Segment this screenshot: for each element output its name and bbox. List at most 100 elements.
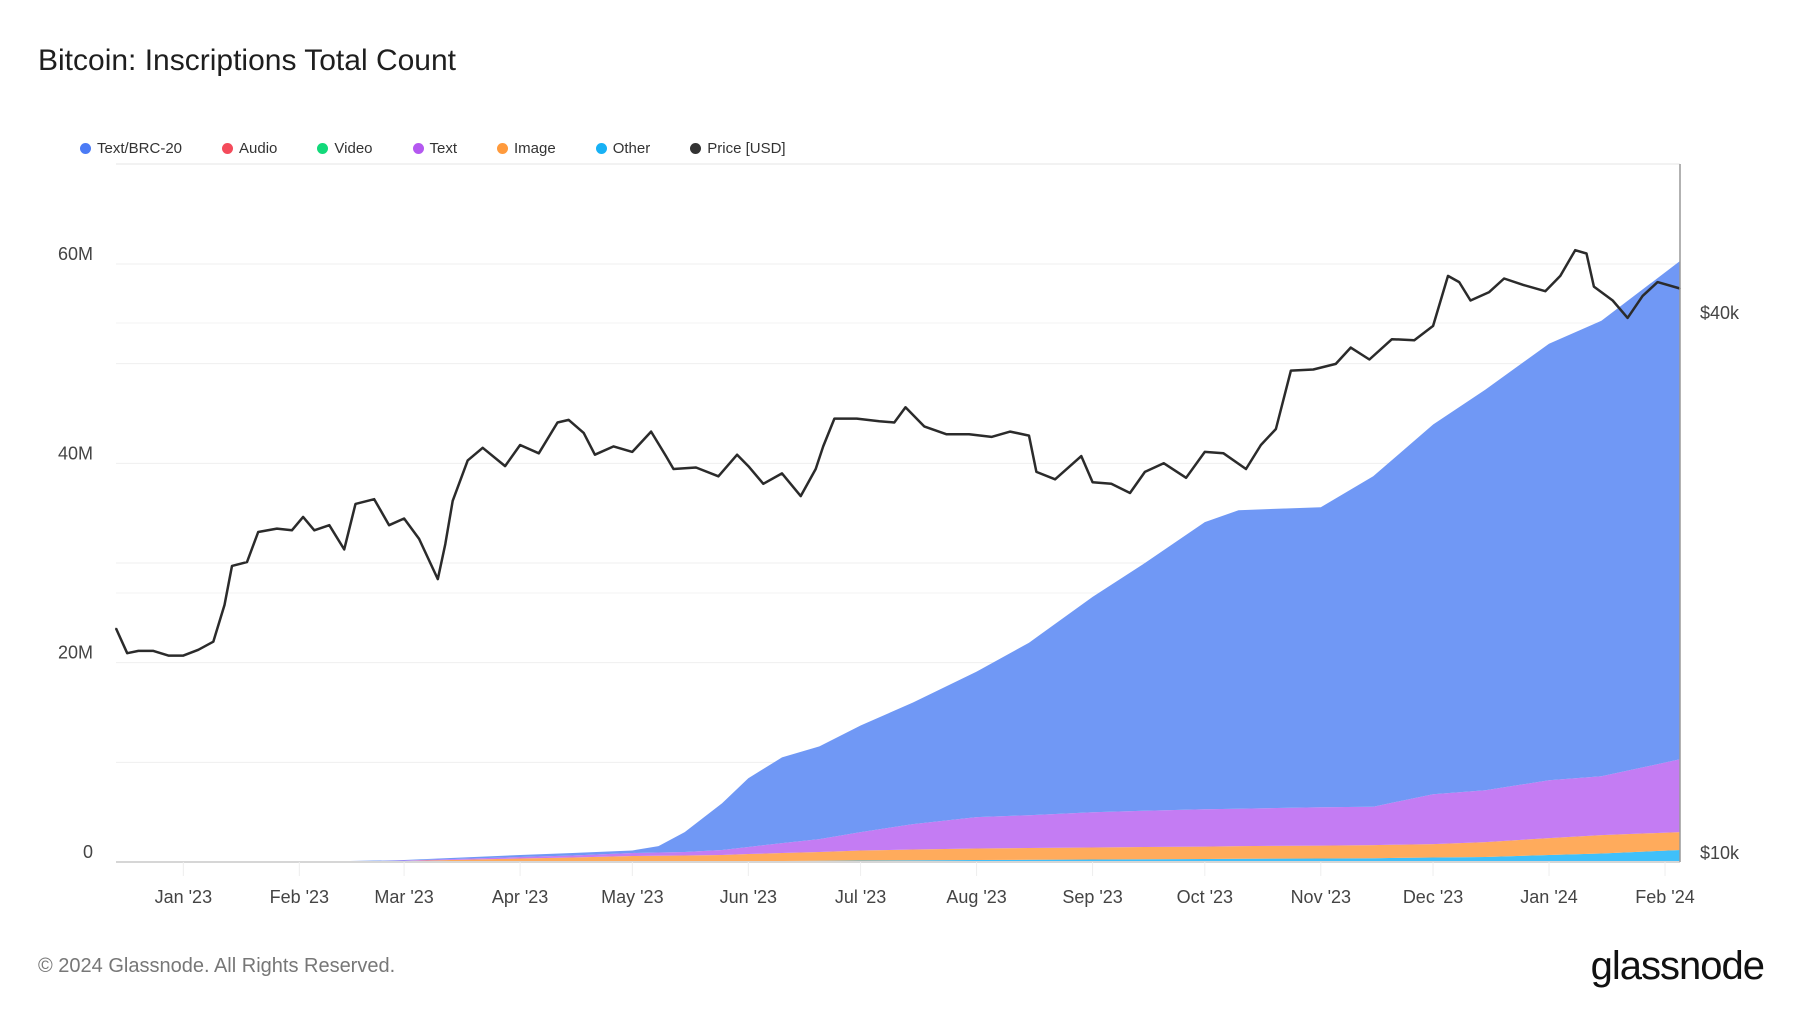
y-right-tick-label: $40k <box>1700 303 1740 323</box>
price-point <box>736 453 738 456</box>
legend-dot-icon <box>690 143 702 154</box>
x-tick-label: Jul '23 <box>835 887 886 907</box>
legend-label: Text <box>429 140 458 157</box>
price-point <box>197 648 200 651</box>
legend-dot-icon <box>222 143 234 154</box>
price-point <box>152 650 155 652</box>
price-point <box>1185 477 1187 479</box>
price-point <box>126 652 129 655</box>
chart-title: Bitcoin: Inscriptions Total Count <box>38 44 456 77</box>
price-point <box>182 654 185 657</box>
legend-dot-icon <box>412 143 424 154</box>
price-point <box>717 475 720 478</box>
price-point <box>313 529 316 532</box>
price-point <box>1593 285 1595 288</box>
price-point <box>1611 299 1614 302</box>
legend: Text/BRC-20 Audio Video Text Image Other… <box>80 140 826 157</box>
legend-item-price[interactable]: Price [USD] <box>690 140 786 157</box>
legend-label: Image <box>514 140 556 157</box>
price-point <box>695 466 697 469</box>
price-point <box>451 499 454 502</box>
price-point <box>822 445 824 448</box>
price-point <box>1503 277 1505 280</box>
legend-item-audio[interactable]: Audio <box>222 140 277 157</box>
price-point <box>878 420 881 422</box>
chart-plot: Jan '23 Feb '23 Mar '23 Apr '23 May '23 Jun '… <box>58 163 1740 907</box>
x-tick-label: Jun '23 <box>720 887 777 907</box>
legend-dot-icon <box>595 143 607 154</box>
legend-item-image[interactable]: Image <box>497 140 556 157</box>
copyright: © 2024 Glassnode. All Rights Reserved. <box>38 955 396 977</box>
price-point <box>246 561 248 563</box>
price-point <box>1585 252 1588 255</box>
price-point <box>276 527 278 530</box>
price-point <box>1559 275 1562 277</box>
price-point <box>1391 338 1393 340</box>
price-point <box>1275 428 1277 430</box>
price-point <box>556 421 559 424</box>
legend-item-text-brc20[interactable]: Text/BRC-20 <box>80 140 182 157</box>
legend-item-text[interactable]: Text <box>412 140 458 157</box>
price-point <box>1129 492 1131 494</box>
price-point <box>990 436 993 438</box>
x-tick-label: Jan '23 <box>155 887 212 907</box>
price-point <box>1312 368 1315 371</box>
x-tick-label: May '23 <box>601 887 663 907</box>
price-point <box>1574 249 1577 251</box>
price-point <box>631 451 634 453</box>
price-point <box>504 465 506 467</box>
price-point <box>1488 291 1490 293</box>
y-left-tick-label: 20M <box>58 643 93 663</box>
legend-dot-icon <box>497 143 509 154</box>
price-point <box>904 406 907 409</box>
price-point <box>1204 451 1206 453</box>
price-point <box>1469 299 1472 302</box>
axes: Jan '23 Feb '23 Mar '23 Apr '23 May '23 Jun '… <box>58 164 1740 907</box>
price-point <box>923 425 925 428</box>
legend-item-video[interactable]: Video <box>317 140 373 157</box>
price-line <box>114 248 1681 657</box>
price-point <box>968 433 970 436</box>
price-point <box>1458 281 1461 283</box>
price-point <box>1413 339 1416 342</box>
price-point <box>466 459 469 462</box>
x-tick-label: Dec '23 <box>1403 887 1463 907</box>
price-point <box>444 543 447 545</box>
price-point <box>1641 295 1644 297</box>
price-point <box>388 524 390 526</box>
price-point <box>1091 481 1094 484</box>
price-point <box>167 654 170 657</box>
x-tick-label: Jan '24 <box>1520 887 1577 907</box>
price-point <box>1009 430 1012 433</box>
area-other <box>116 850 1680 862</box>
legend-item-other[interactable]: Other <box>595 140 651 157</box>
price-point <box>223 604 226 606</box>
area-text <box>116 759 1680 862</box>
price-point <box>814 468 817 470</box>
x-tick-label: Apr '23 <box>492 887 548 907</box>
x-tick-label: Mar '23 <box>374 887 433 907</box>
legend-dot-icon <box>317 143 329 154</box>
stacked-areas <box>116 261 1680 862</box>
x-tick-label: Feb '23 <box>270 887 329 907</box>
x-tick-label: Nov '23 <box>1291 887 1351 907</box>
glassnode-logo: glassnode <box>1590 944 1765 988</box>
price-point <box>762 483 765 485</box>
price-point <box>1432 325 1434 327</box>
price-point <box>1035 471 1038 473</box>
price-point <box>1290 369 1292 372</box>
price-point <box>650 430 652 433</box>
x-tick-label: Oct '23 <box>1177 887 1233 907</box>
price-point <box>1626 317 1629 319</box>
price-point <box>781 472 783 475</box>
area-text-brc-20 <box>116 261 1680 862</box>
price-point <box>1144 471 1146 473</box>
price-point <box>856 417 858 420</box>
price-point <box>137 650 140 652</box>
price-point <box>1522 284 1524 286</box>
price-point <box>1245 468 1247 470</box>
price-point <box>747 465 750 467</box>
y-left-tick-label: 60M <box>58 244 93 264</box>
price-point <box>665 455 667 457</box>
legend-label: Other <box>612 140 651 157</box>
